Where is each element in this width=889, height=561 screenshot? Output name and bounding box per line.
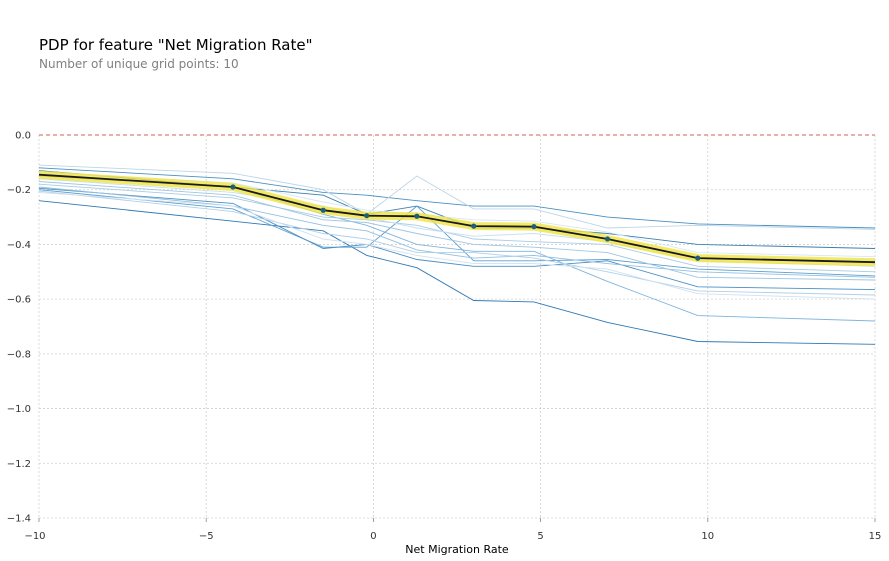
ice-line [38,181,876,281]
y-tick-label: −1.0 [7,404,31,415]
y-tick-label: −0.2 [7,185,31,196]
pdp-point [604,236,611,242]
chart-title: PDP for feature "Net Migration Rate" [39,36,313,54]
ice-line [38,191,876,300]
chart-subtitle: Number of unique grid points: 10 [39,57,239,71]
pdp-point [695,255,701,261]
y-tick-label: −0.8 [7,349,31,360]
x-tick-label: 15 [869,531,882,542]
ice-line [38,190,876,296]
y-tick-label: 0.0 [15,131,31,142]
pdp-average-line [38,173,876,264]
pdp-point [230,184,236,190]
pdp-point [414,213,420,219]
x-tick-label: 0 [370,531,376,542]
y-tick-label: −1.4 [7,514,31,525]
ice-line [38,171,876,258]
ice-line [38,164,876,230]
y-tick-label: −0.6 [7,295,31,306]
x-tick-label: −5 [199,531,214,542]
tick-labels-layer: 0.0 −0.2 −0.4 −0.6 −0.8 −1.0 −1.2 −1.4 −10 −5 0 5 10… [7,131,882,543]
x-tick-label: 5 [537,531,543,542]
y-tick-label: −1.2 [7,459,31,470]
pdp-point [320,207,326,213]
ice-line [38,186,876,278]
grid-layer [38,135,876,522]
y-tick-label: −0.4 [7,240,31,251]
ice-line [38,187,876,291]
x-tick-label: −10 [24,531,45,542]
ice-line [38,189,876,277]
x-tick-label: 10 [701,531,714,542]
pdp-point [364,213,370,219]
pdp-point [471,223,477,229]
pdp-point [531,224,537,230]
pdp-line-layer [38,170,876,267]
x-axis-label: Net Migration Rate [405,543,509,556]
ice-line [38,167,876,229]
ice-lines-layer [38,164,876,345]
